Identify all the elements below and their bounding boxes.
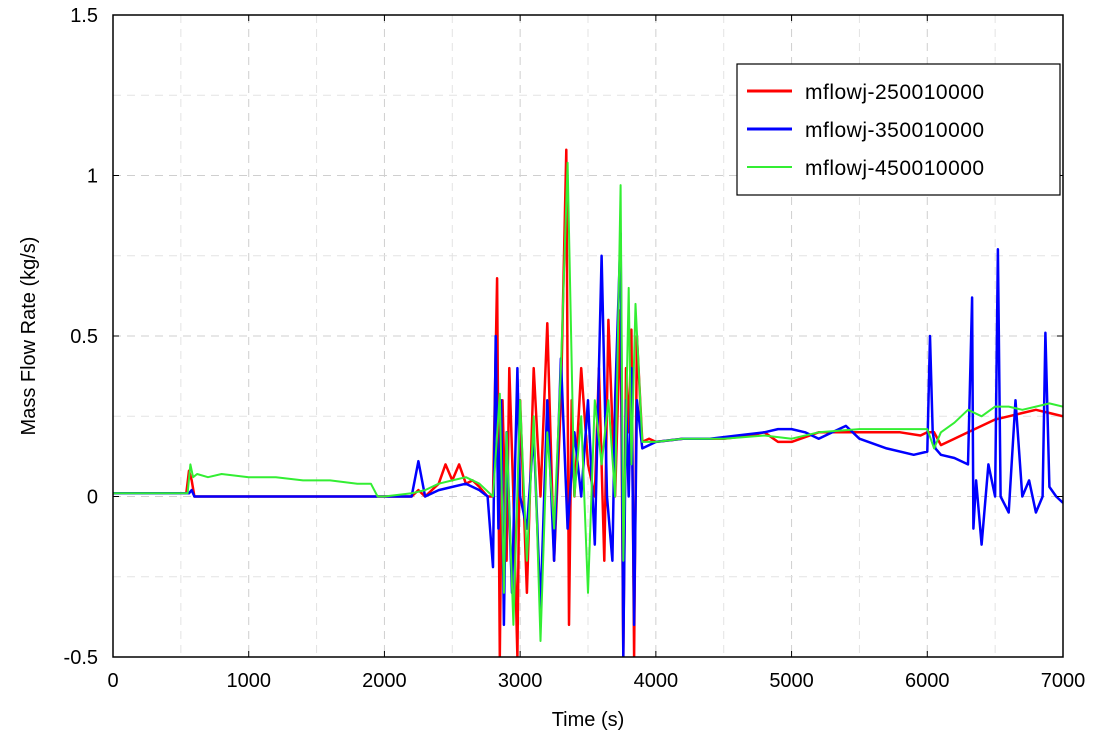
legend-label-0: mflowj-250010000 (805, 81, 985, 104)
x-tick-label: 0 (107, 670, 118, 692)
x-tick-label: 1000 (226, 670, 271, 692)
x-tick-label: 2000 (362, 670, 407, 692)
series-lines (113, 148, 1063, 657)
y-axis-tick-labels: -0.5 0 0.5 1 1.5 (64, 5, 98, 669)
x-axis-label: Time (s) (552, 709, 625, 731)
series-line-2 (113, 161, 1063, 642)
x-axis-tick-labels: 0 1000 2000 3000 4000 5000 6000 7000 (107, 670, 1085, 692)
x-tick-label: 7000 (1041, 670, 1086, 692)
legend-label-2: mflowj-450010000 (805, 157, 985, 180)
x-tick-label: 4000 (634, 670, 679, 692)
y-tick-label: 0.5 (70, 326, 98, 348)
legend-label-1: mflowj-350010000 (805, 119, 985, 142)
legend: mflowj-250010000 mflowj-350010000 mflowj… (736, 63, 1061, 196)
y-tick-label: -0.5 (64, 647, 98, 669)
y-axis-label: Mass Flow Rate (kg/s) (18, 237, 40, 436)
x-tick-label: 6000 (905, 670, 950, 692)
y-tick-label: 1.5 (70, 5, 98, 27)
x-tick-label: 5000 (769, 670, 814, 692)
y-tick-label: 0 (87, 487, 98, 509)
x-tick-label: 3000 (498, 670, 543, 692)
y-tick-label: 1 (87, 166, 98, 188)
axis-ticks (112, 14, 1064, 658)
